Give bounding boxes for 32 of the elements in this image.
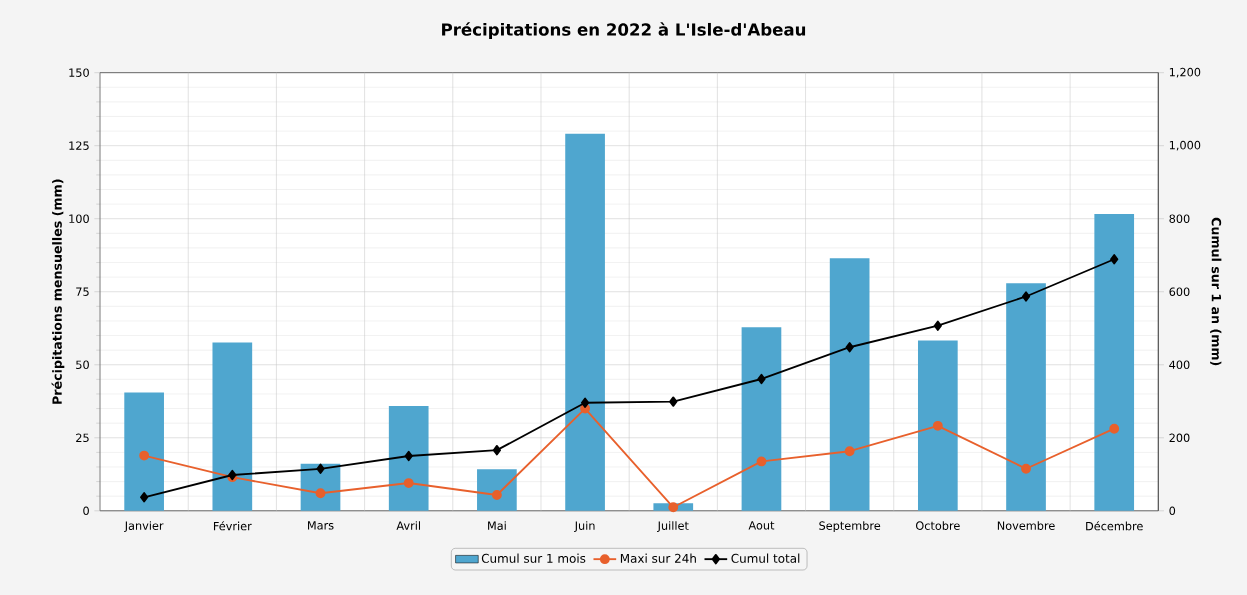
x-tick-label: Septembre xyxy=(819,521,881,533)
x-tick-label: Novembre xyxy=(997,521,1055,530)
y-axis-title: Précipitations mensuelles (mm) xyxy=(51,179,65,404)
y-tick-label: 75 xyxy=(76,287,89,297)
y-tick-label: 50 xyxy=(76,360,89,370)
y-tick-label: 100 xyxy=(69,214,89,224)
chart-title: Précipitations en 2022 à L'Isle-d'Abeau xyxy=(442,22,806,40)
y2-axis-title: Cumul sur 1 an (mm) xyxy=(1210,217,1222,366)
legend-label: Cumul sur 1 mois xyxy=(481,553,586,563)
y2-tick-label: 1,200 xyxy=(1169,67,1201,78)
y2-tick-label: 400 xyxy=(1169,360,1190,370)
x-tick-label: Janvier xyxy=(124,521,164,533)
y2-tick-label: 0 xyxy=(1169,506,1176,516)
y-tick-label: 125 xyxy=(69,141,89,151)
y2-tick-label: 600 xyxy=(1169,287,1190,297)
x-tick-label: Aout xyxy=(748,521,775,530)
y2-tick-label: 800 xyxy=(1169,214,1190,224)
x-tick-label: Octobre xyxy=(915,521,960,530)
x-tick-label: Juillet xyxy=(657,521,689,533)
y-tick-label: 0 xyxy=(83,506,89,516)
y-tick-label: 150 xyxy=(69,68,89,78)
y2-tick-label: 1,000 xyxy=(1169,140,1201,151)
y-tick-label: 25 xyxy=(76,433,89,443)
legend-label: Maxi sur 24h xyxy=(620,553,696,563)
x-tick-label: Février xyxy=(213,521,252,531)
x-tick-label: Avril xyxy=(396,521,420,530)
y2-tick-label: 200 xyxy=(1169,433,1190,443)
x-tick-label: Mars xyxy=(308,521,334,530)
legend-label: Cumul total xyxy=(731,553,800,563)
x-tick-label: Juin xyxy=(574,521,595,533)
x-tick-label: Décembre xyxy=(1086,521,1143,531)
x-tick-label: Mai xyxy=(488,521,506,530)
